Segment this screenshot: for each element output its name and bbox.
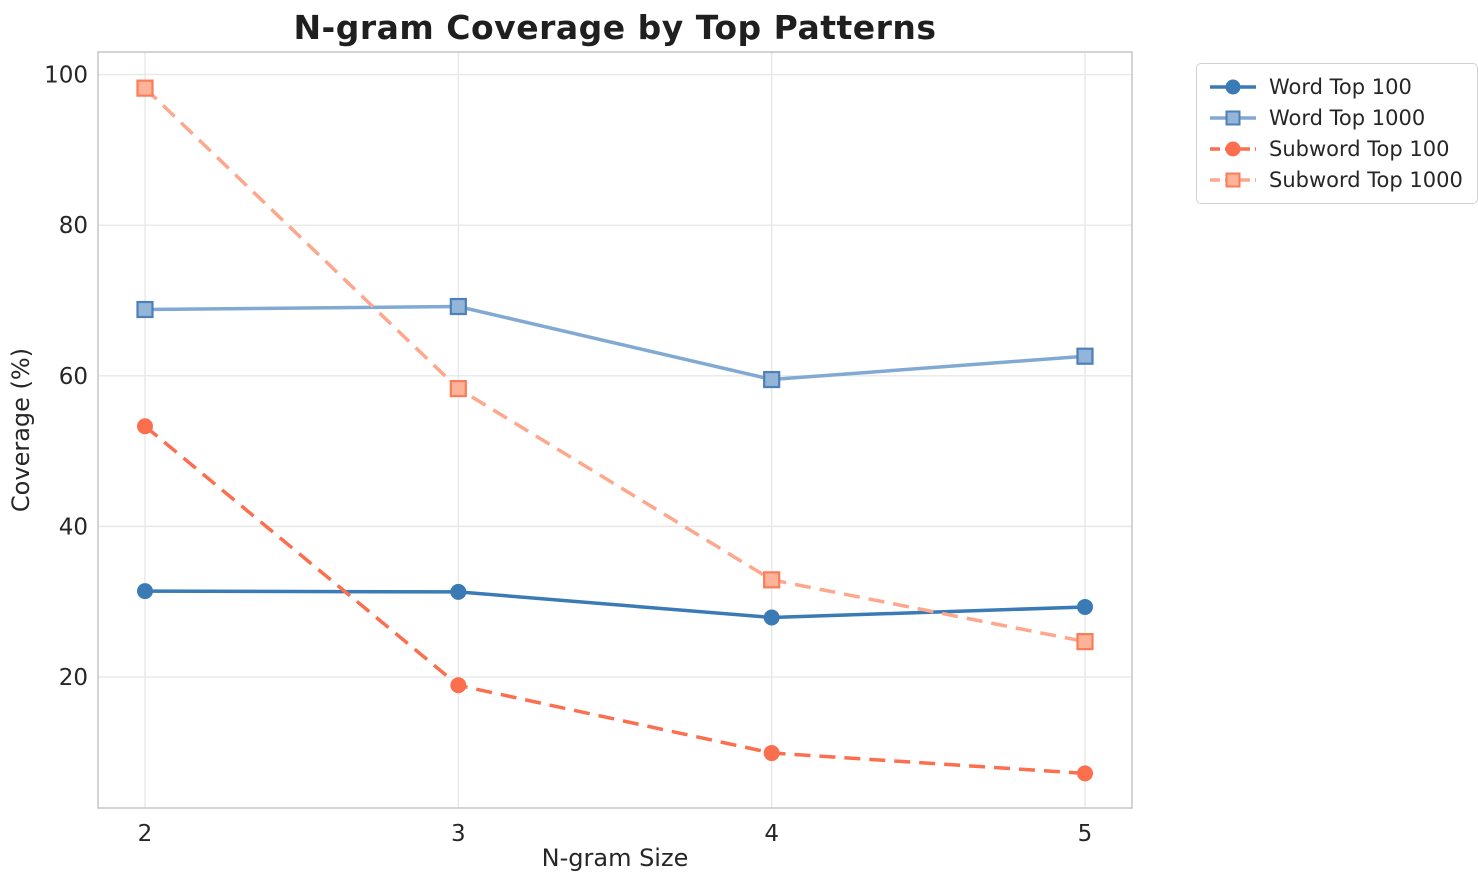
data-point-word-top-100 <box>450 583 467 600</box>
y-tick-label: 40 <box>59 514 88 540</box>
legend-item-subword-top-100: Subword Top 100 <box>1209 134 1463 164</box>
data-point-subword-top-100 <box>137 418 153 435</box>
x-tick-label: 5 <box>1078 821 1093 847</box>
legend-label: Subword Top 100 <box>1269 137 1450 161</box>
circle-marker-icon <box>1210 141 1256 157</box>
data-point-word-top-1000 <box>449 297 467 316</box>
data-point-word-top-1000 <box>136 300 154 319</box>
data-point-subword-top-100 <box>1077 765 1093 782</box>
tick-labels: 20 40 60 80 100 2 3 4 5 <box>44 63 1092 847</box>
series-word-top-100 <box>137 583 1093 626</box>
data-point-subword-top-1000 <box>449 379 467 398</box>
y-tick-label: 60 <box>59 364 88 390</box>
series-subword-top-1000 <box>136 79 1094 651</box>
series-word-top-1000 <box>136 297 1094 389</box>
x-tick-label: 4 <box>764 821 779 847</box>
data-point-word-top-100 <box>137 583 153 600</box>
x-tick-label: 3 <box>451 821 466 847</box>
legend-label: Word Top 1000 <box>1269 106 1426 130</box>
data-point-subword-top-100 <box>763 745 780 762</box>
data-point-subword-top-1000 <box>1076 632 1094 651</box>
legend-item-word-top-1000: Word Top 1000 <box>1209 103 1463 133</box>
legend-item-word-top-100: Word Top 100 <box>1209 72 1463 102</box>
grid <box>98 52 1132 808</box>
data-point-word-top-100 <box>1077 598 1093 615</box>
y-tick-label: 20 <box>59 665 88 691</box>
legend-item-subword-top-1000: Subword Top 1000 <box>1209 165 1463 195</box>
series-line-word-top-1000 <box>144 304 1086 382</box>
data-point-word-top-1000 <box>1076 347 1094 365</box>
axes-spines <box>97 51 1133 809</box>
y-tick-label: 100 <box>44 63 88 89</box>
x-tick-label: 2 <box>138 821 153 847</box>
data-point-word-top-1000 <box>763 370 781 389</box>
chart-title: N-gram Coverage by Top Patterns <box>293 8 937 47</box>
square-marker-icon <box>1210 172 1256 188</box>
circle-marker-icon <box>1210 79 1256 95</box>
y-axis-label: Coverage (%) <box>7 347 35 513</box>
data-point-subword-top-100 <box>450 677 467 694</box>
data-point-word-top-100 <box>763 609 780 626</box>
series-subword-top-100 <box>137 418 1093 782</box>
legend: Word Top 100 Word Top 1000 Subword Top 100… <box>1196 63 1478 204</box>
series-line-subword-top-100 <box>143 424 1086 776</box>
y-tick-label: 80 <box>59 213 88 239</box>
data-point-subword-top-1000 <box>763 571 781 589</box>
square-marker-icon <box>1210 110 1256 126</box>
series-line-subword-top-1000 <box>143 86 1086 644</box>
legend-label: Subword Top 1000 <box>1269 168 1463 192</box>
x-axis-label: N-gram Size <box>541 844 689 872</box>
legend-label: Word Top 100 <box>1269 75 1412 99</box>
data-point-subword-top-1000 <box>136 79 154 97</box>
